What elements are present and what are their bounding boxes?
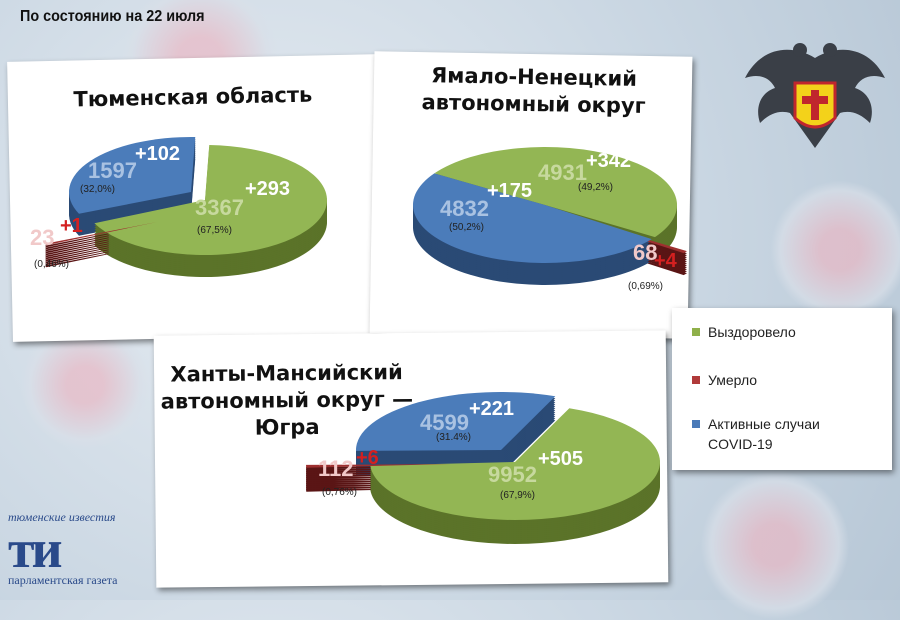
logo-bottom-text: парламентская газета [8, 573, 118, 587]
pie-slice-Умерло [44, 222, 157, 246]
logo-mark: ти [8, 519, 63, 579]
legend-item-died: Умерло [692, 370, 757, 390]
legend-label: Умерло [708, 372, 758, 388]
virus-decoration [770, 180, 900, 320]
virus-decoration [700, 470, 850, 620]
data-label: 68 [633, 240, 658, 265]
delta-label: +175 [487, 180, 533, 202]
data-label: 4832 [440, 196, 489, 221]
legend-swatch [692, 328, 700, 336]
percent-label: (0,69%) [628, 281, 664, 292]
data-label: 1597 [88, 158, 137, 183]
pie-slice-Выздоровело [94, 145, 327, 255]
percent-label: (31.4%) [436, 432, 472, 443]
delta-label: +293 [245, 178, 291, 200]
data-label: 23 [30, 225, 55, 250]
percent-label: (0,46%) [34, 259, 70, 270]
pie-slice-Активные случаи COVID-19 [356, 391, 556, 451]
data-label: 4599 [420, 410, 469, 435]
virus-decoration [20, 320, 150, 450]
data-label: 9952 [488, 462, 537, 487]
legend-label: Активные случаи COVID-19 [708, 416, 820, 452]
percent-label: (67,9%) [500, 490, 536, 501]
pie-slice-Умерло [306, 464, 451, 468]
legend-label: Выздоровело [708, 324, 796, 340]
percent-label: (50,2%) [449, 222, 485, 233]
delta-label: +6 [356, 447, 379, 469]
delta-label: +342 [586, 150, 632, 172]
percent-label: (0,76%) [322, 487, 358, 498]
logo-top-text: тюменские известия [8, 510, 116, 524]
pie-slice-Выздоровело [434, 147, 677, 238]
pie-slice-Активные случаи COVID-19 [412, 173, 652, 264]
date-caption: По состоянию на 22 июля [20, 8, 205, 25]
legend: Выздоровело Умерло Активные случаи COVID… [672, 308, 892, 470]
data-label: 4931 [538, 160, 587, 185]
data-label: 112 [318, 456, 354, 481]
percent-label: (49,2%) [578, 182, 614, 193]
legend-item-recovered: Выздоровело [692, 322, 796, 342]
pie-slice-Активные случаи COVID-19 [69, 137, 196, 214]
delta-label: +505 [538, 448, 584, 470]
legend-swatch [692, 376, 700, 384]
rospotrebnadzor-emblem-icon [745, 43, 885, 148]
percent-label: (67,5%) [197, 225, 233, 236]
data-label: 3367 [195, 195, 244, 220]
legend-swatch [692, 420, 700, 428]
pie-slice-Выздоровело [370, 408, 660, 520]
legend-item-active: Активные случаи COVID-19 [692, 414, 862, 454]
newspaper-logo: тюменские известия ти парламентская газе… [8, 510, 148, 588]
delta-label: +4 [654, 250, 677, 272]
delta-label: +221 [469, 398, 515, 420]
delta-label: +102 [135, 143, 181, 165]
percent-label: (32,0%) [80, 184, 116, 195]
delta-label: +1 [60, 215, 83, 237]
pie-charts [44, 137, 687, 544]
